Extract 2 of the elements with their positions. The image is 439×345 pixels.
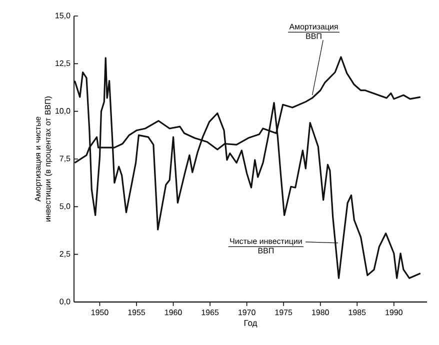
line-series [74, 57, 422, 279]
x-axis-title: Год [244, 320, 258, 328]
